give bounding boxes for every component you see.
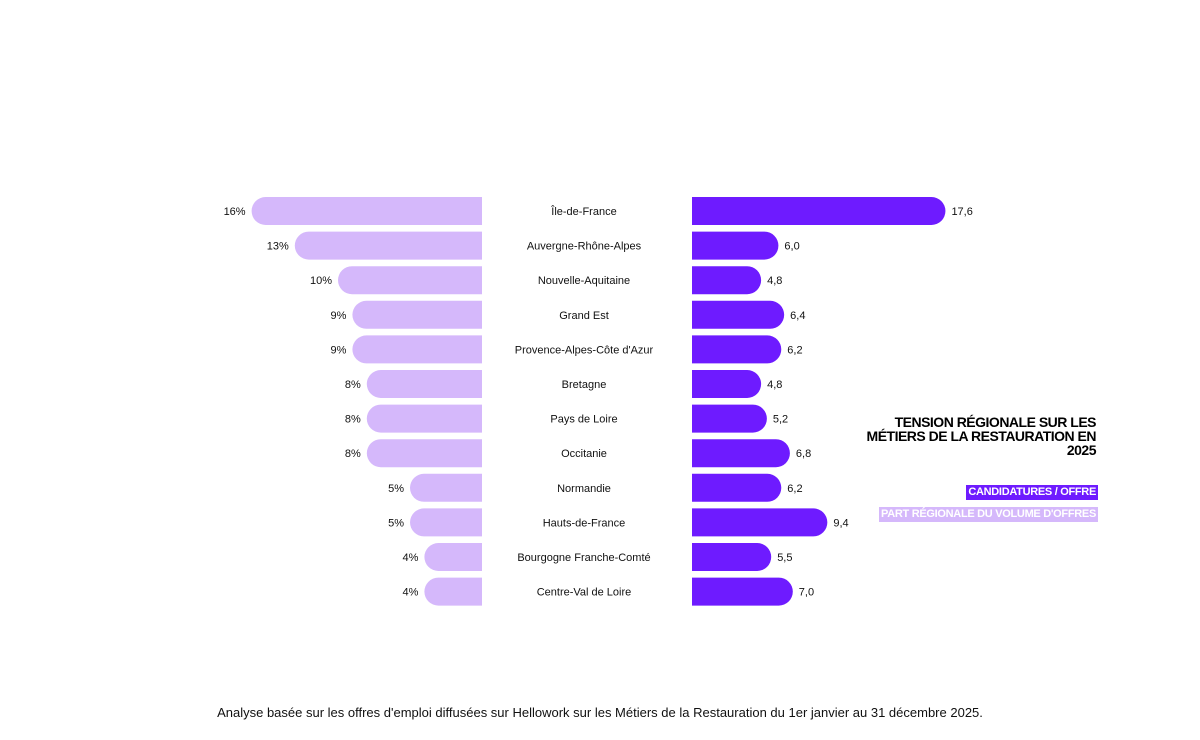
legend: CANDIDATURES / OFFRE PART RÉGIONALE DU V… <box>879 482 1098 526</box>
category-provence-alpes-cote-d-azur: Provence-Alpes-Côte d'Azur <box>515 344 654 356</box>
bar-right-ile-de-france <box>692 197 946 225</box>
bar-right-normandie <box>692 473 782 502</box>
bar-right-occitanie <box>692 439 790 468</box>
category-bourgogne-franche-comte: Bourgogne Franche-Comté <box>517 552 650 564</box>
label-right-auvergne-rhone-alpes: 6,0 <box>784 241 799 253</box>
bar-right-nouvelle-aquitaine <box>692 266 762 295</box>
label-left-normandie: 5% <box>388 483 404 495</box>
bar-left-provence-alpes-cote-d-azur <box>352 335 482 364</box>
label-left-hauts-de-france: 5% <box>388 517 404 529</box>
footnote: Analyse basée sur les offres d'emploi di… <box>217 705 983 720</box>
bar-left-auvergne-rhone-alpes <box>294 231 482 260</box>
bar-left-ile-de-france <box>251 197 482 225</box>
bar-right-grand-est <box>692 300 785 329</box>
label-right-bourgogne-franche-comte: 5,5 <box>777 552 792 564</box>
label-left-bretagne: 8% <box>345 379 361 391</box>
label-right-bretagne: 4,8 <box>767 379 782 391</box>
category-centre-val-de-loire: Centre-Val de Loire <box>537 587 632 599</box>
bar-left-normandie <box>410 473 482 502</box>
bar-left-grand-est <box>352 300 482 329</box>
label-right-hauts-de-france: 9,4 <box>833 517 848 529</box>
chart-title: TENSION RÉGIONALE SUR LES MÉTIERS DE LA … <box>866 414 1097 458</box>
label-right-occitanie: 6,8 <box>796 448 811 460</box>
label-right-nouvelle-aquitaine: 4,8 <box>767 275 782 287</box>
bar-left-hauts-de-france <box>410 508 482 537</box>
label-left-bourgogne-franche-comte: 4% <box>402 552 418 564</box>
label-left-ile-de-france: 16% <box>224 206 246 218</box>
bar-left-pays-de-loire <box>366 404 482 433</box>
bar-left-bretagne <box>366 370 482 398</box>
category-bretagne: Bretagne <box>562 379 607 391</box>
category-pays-de-loire: Pays de Loire <box>550 414 617 426</box>
label-left-occitanie: 8% <box>345 448 361 460</box>
bar-right-bretagne <box>692 370 762 398</box>
label-left-provence-alpes-cote-d-azur: 9% <box>330 344 346 356</box>
bar-left-occitanie <box>366 439 482 468</box>
label-left-centre-val-de-loire: 4% <box>402 587 418 599</box>
label-left-grand-est: 9% <box>330 310 346 322</box>
category-ile-de-france: Île-de-France <box>550 205 616 218</box>
label-left-nouvelle-aquitaine: 10% <box>310 275 332 287</box>
label-right-pays-de-loire: 5,2 <box>773 414 788 426</box>
category-normandie: Normandie <box>557 483 611 495</box>
bar-left-bourgogne-franche-comte <box>424 543 482 571</box>
category-nouvelle-aquitaine: Nouvelle-Aquitaine <box>538 275 630 287</box>
bar-left-nouvelle-aquitaine <box>338 266 482 295</box>
label-right-ile-de-france: 17,6 <box>951 206 972 218</box>
bar-right-hauts-de-france <box>692 508 828 537</box>
bar-right-auvergne-rhone-alpes <box>692 231 779 260</box>
category-occitanie: Occitanie <box>561 448 607 460</box>
label-right-normandie: 6,2 <box>787 483 802 495</box>
bar-right-centre-val-de-loire <box>692 577 793 606</box>
label-right-provence-alpes-cote-d-azur: 6,2 <box>787 344 802 356</box>
label-left-pays-de-loire: 8% <box>345 414 361 426</box>
legend-item-part-regionale: PART RÉGIONALE DU VOLUME D'OFFRES <box>879 507 1098 522</box>
label-right-centre-val-de-loire: 7,0 <box>799 587 814 599</box>
bar-left-centre-val-de-loire <box>424 577 482 606</box>
label-left-auvergne-rhone-alpes: 13% <box>267 241 289 253</box>
category-auvergne-rhone-alpes: Auvergne-Rhône-Alpes <box>527 241 642 253</box>
bar-right-provence-alpes-cote-d-azur <box>692 335 782 364</box>
label-right-grand-est: 6,4 <box>790 310 805 322</box>
category-grand-est: Grand Est <box>559 310 609 322</box>
legend-item-candidatures-offre: CANDIDATURES / OFFRE <box>966 485 1098 500</box>
bar-right-pays-de-loire <box>692 404 767 433</box>
category-hauts-de-france: Hauts-de-France <box>543 517 626 529</box>
bar-right-bourgogne-franche-comte <box>692 543 772 571</box>
